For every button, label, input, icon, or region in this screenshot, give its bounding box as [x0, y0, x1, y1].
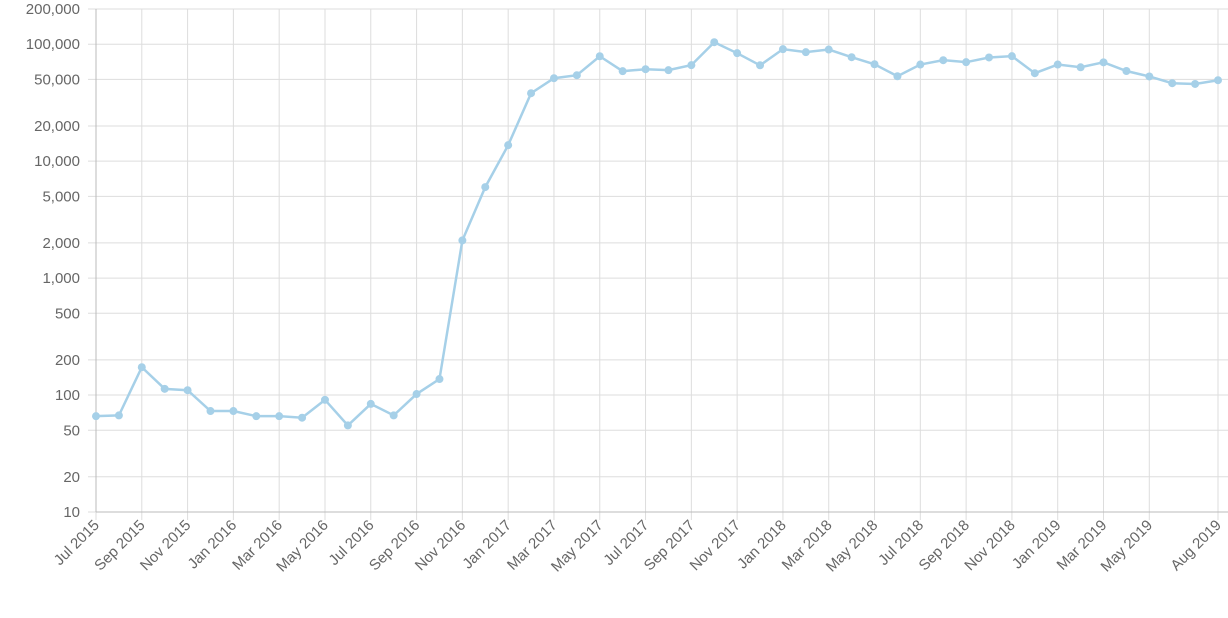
point: [549, 74, 558, 83]
y-tick-label: 200: [55, 352, 80, 369]
point: [527, 89, 536, 98]
y-tick-label: 50: [63, 422, 80, 439]
point: [916, 60, 925, 69]
y-tick-label: 20: [63, 469, 80, 486]
y-tick-label: 100,000: [26, 36, 80, 53]
point: [664, 66, 673, 75]
point: [343, 421, 352, 430]
point: [870, 60, 879, 69]
point: [824, 45, 833, 54]
y-tick-label: 10,000: [34, 153, 80, 170]
point: [893, 72, 902, 81]
point: [1168, 79, 1177, 88]
y-tick-label: 100: [55, 387, 80, 404]
point: [733, 49, 742, 58]
point: [160, 384, 169, 393]
y-tick-label: 500: [55, 305, 80, 322]
y-tick-label: 200,000: [26, 1, 80, 18]
point: [92, 412, 100, 421]
point: [595, 52, 604, 61]
point: [1053, 60, 1062, 69]
line: [95, 40, 1219, 428]
x-tick-label: Aug 2019: [1167, 517, 1224, 574]
point: [1214, 76, 1222, 85]
y-tick-label: 1,000: [42, 270, 80, 287]
point: [366, 399, 375, 408]
point: [320, 395, 329, 404]
point: [1145, 72, 1154, 81]
point: [1099, 58, 1108, 67]
y-tick-label: 10: [63, 504, 80, 521]
point: [1191, 79, 1200, 88]
point: [1007, 52, 1016, 61]
point: [183, 386, 192, 395]
point: [778, 45, 787, 54]
point: [252, 412, 261, 421]
point: [572, 71, 581, 80]
point: [1122, 67, 1131, 76]
y-tick-label: 20,000: [34, 118, 80, 135]
point: [962, 58, 971, 67]
point: [481, 183, 490, 192]
y-tick-label: 5,000: [42, 188, 80, 205]
point: [114, 411, 123, 420]
point: [847, 53, 856, 62]
x-tick-label: Nov 2015: [137, 517, 194, 574]
point: [229, 407, 238, 416]
point: [275, 412, 284, 421]
point: [137, 363, 146, 372]
point: [710, 38, 719, 47]
point: [298, 413, 307, 422]
point: [458, 236, 467, 245]
point: [687, 61, 696, 70]
point: [801, 48, 810, 57]
point: [389, 411, 398, 420]
point: [206, 407, 215, 416]
point: [939, 56, 948, 65]
point: [618, 67, 627, 76]
point: [985, 53, 994, 62]
x-tick-label: Nov 2017: [687, 517, 744, 574]
point: [504, 141, 513, 150]
y-tick-label: 50,000: [34, 71, 80, 88]
point: [641, 65, 650, 74]
x-tick-label: Nov 2018: [961, 517, 1018, 574]
x-tick-label: Nov 2016: [412, 517, 469, 574]
point: [1030, 69, 1039, 78]
point: [435, 375, 444, 384]
y-tick-label: 2,000: [42, 235, 80, 252]
point: [1076, 63, 1085, 72]
point: [412, 390, 421, 399]
point: [756, 61, 765, 70]
